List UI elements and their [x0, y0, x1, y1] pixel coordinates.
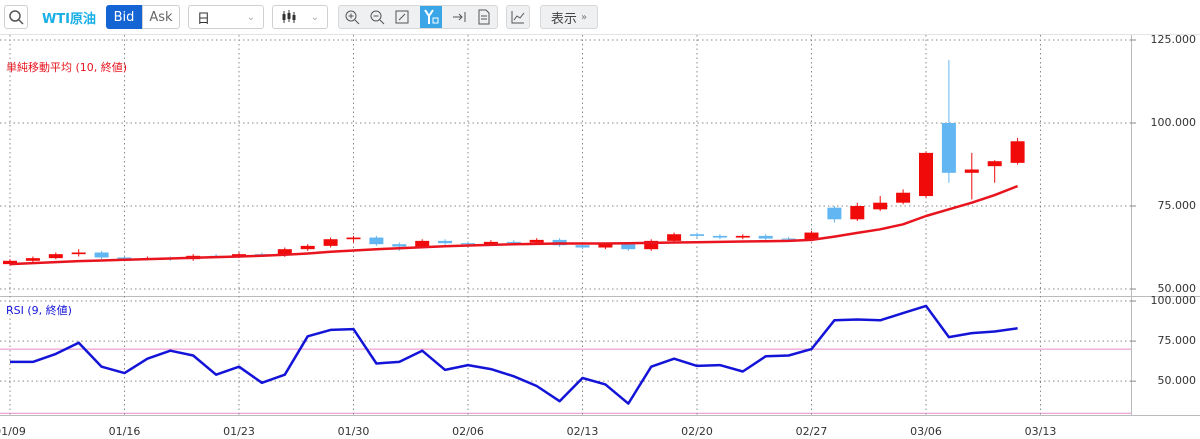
- line-series: [9, 184, 1019, 266]
- symbol[interactable]: WTI原油: [41, 11, 97, 27]
- auto-scale[interactable]: [419, 6, 442, 28]
- candle-body: [323, 239, 338, 246]
- candle-body: [827, 207, 842, 220]
- y-tick-label: 100.000: [1151, 294, 1197, 307]
- document[interactable]: [476, 9, 492, 25]
- candle-body: [621, 244, 636, 250]
- x-tick-label: 02/13: [567, 425, 599, 438]
- candle-body: [987, 161, 1002, 167]
- y-tick-label: 125.000: [1151, 33, 1197, 46]
- candle-body: [369, 237, 384, 245]
- display: 表示: [550, 11, 577, 27]
- candle-body: [735, 235, 750, 238]
- line-series: [10, 304, 1018, 405]
- candle-body: [117, 257, 132, 260]
- candle-body: [1010, 141, 1025, 163]
- x-tick-label: 02/06: [452, 425, 484, 438]
- candle-body: [919, 152, 933, 197]
- x-tick-label: 03/13: [1025, 425, 1057, 438]
- candle-body: [94, 252, 109, 258]
- candle-body: [804, 232, 819, 240]
- candle-body: [896, 192, 911, 203]
- y-tick-label: 50.000: [1158, 374, 1197, 387]
- candle-body: [483, 241, 498, 245]
- search-button[interactable]: [4, 5, 28, 29]
- zoom-in[interactable]: [344, 9, 360, 25]
- indicator-button[interactable]: [506, 5, 530, 29]
- chart-type-select[interactable]: ⌄: [272, 5, 328, 29]
- candle-body: [3, 260, 17, 265]
- candle-body: [552, 239, 567, 246]
- candle-body: [71, 252, 86, 255]
- candle-body: [758, 235, 773, 239]
- candle-body: [461, 243, 475, 245]
- candle-body: [644, 240, 659, 250]
- candle-body: [598, 244, 613, 248]
- period: 日: [197, 11, 211, 27]
- candle-body: [25, 258, 40, 261]
- legend-entry: 単純移動平均 (10, 終値): [6, 60, 127, 74]
- bid-button[interactable]: Bid: [106, 5, 142, 29]
- candle-body: [232, 254, 246, 257]
- candle-body: [48, 254, 63, 259]
- y-tick-label: 100.000: [1151, 116, 1197, 129]
- period-select[interactable]: 日 ⌄: [188, 5, 264, 29]
- candle-body: [186, 255, 201, 260]
- candle-body: [346, 237, 361, 240]
- x-tick-label: 01/23: [223, 425, 255, 438]
- candle-body: [690, 234, 704, 236]
- candle-body: [529, 239, 544, 243]
- candle-body: [667, 234, 682, 241]
- candle-body: [140, 258, 155, 260]
- y-tick-label: 75.000: [1158, 334, 1197, 347]
- candle-body: [941, 123, 956, 173]
- candle-body: [781, 238, 796, 240]
- tool-group: [338, 5, 498, 29]
- candle-body: [438, 240, 453, 244]
- x-tick-label: 01/09: [0, 425, 26, 438]
- x-tick-label: 02/27: [796, 425, 828, 438]
- x-tick-label: 02/20: [681, 425, 713, 438]
- y-tick-label: 50.000: [1158, 282, 1197, 295]
- x-tick-label: 01/30: [338, 425, 370, 438]
- candle-body: [392, 244, 407, 247]
- fit[interactable]: [394, 9, 410, 25]
- candle-body: [277, 249, 292, 256]
- legend-entry: RSI (9, 終値): [6, 303, 72, 317]
- candle-body: [415, 240, 430, 247]
- candle-body: [163, 258, 178, 260]
- candle-body: [300, 245, 315, 250]
- zoom-out[interactable]: [369, 9, 385, 25]
- candle-body: [850, 206, 865, 220]
- x-tick-label: 01/16: [109, 425, 141, 438]
- x-tick-label: 03/06: [910, 425, 942, 438]
- candle-body: [873, 202, 888, 210]
- candle-body: [209, 255, 224, 257]
- candle-body: [254, 254, 269, 256]
- y-tick-label: 75.000: [1158, 199, 1197, 212]
- jump-latest[interactable]: [451, 9, 467, 25]
- candle-body: [964, 169, 979, 173]
- candle-body: [506, 241, 521, 243]
- candle-body: [712, 235, 727, 238]
- display-select[interactable]: 表示»: [540, 5, 598, 29]
- ask-button[interactable]: Ask: [142, 5, 180, 29]
- candle-body: [575, 245, 590, 248]
